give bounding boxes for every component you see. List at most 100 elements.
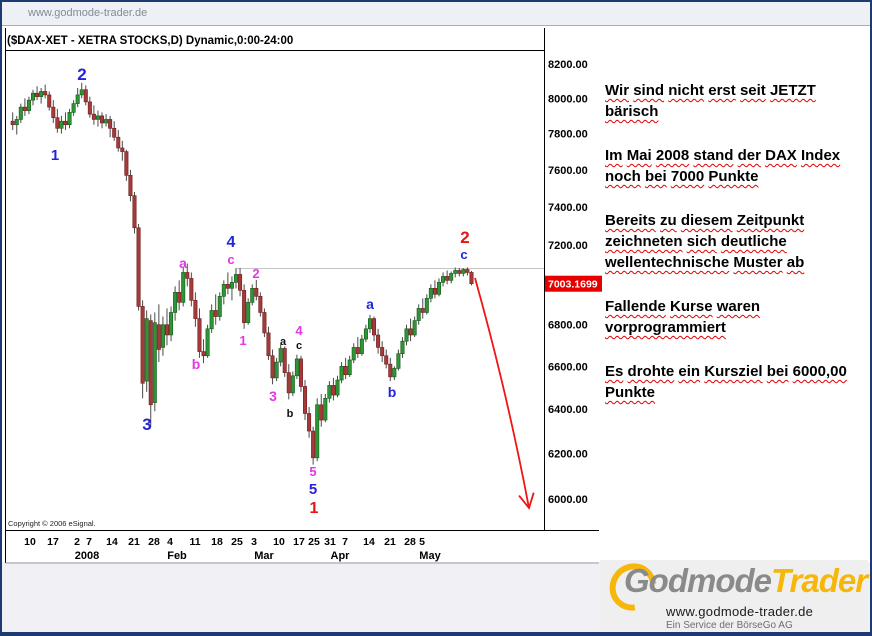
candlestick	[79, 89, 84, 96]
wave-label: 3	[269, 388, 277, 404]
wave-label: 4	[295, 323, 303, 338]
candlestick	[221, 284, 226, 297]
last-price-value: 7003.1699	[548, 279, 598, 291]
candlestick	[250, 288, 255, 303]
x-axis-day-label: 28	[404, 536, 416, 548]
x-axis-month-label: Feb	[167, 550, 187, 562]
commentary-word: DAX	[765, 147, 797, 164]
candlestick	[51, 106, 56, 118]
x-axis-day-label: 18	[211, 536, 223, 548]
wave-label: 5	[309, 481, 317, 498]
commentary-word: deutliche	[720, 233, 787, 250]
candlestick	[363, 328, 368, 340]
commentary-word: Punkte	[708, 168, 759, 185]
candlestick	[112, 127, 117, 138]
candlestick	[22, 106, 27, 111]
candlestick	[331, 385, 336, 396]
candlestick	[140, 306, 145, 384]
candlestick	[30, 92, 35, 101]
x-axis-day-label: 25	[231, 536, 243, 548]
candlestick	[298, 358, 303, 387]
x-axis-day-label: 2	[74, 536, 80, 548]
candlestick	[63, 120, 68, 126]
candlestick	[307, 413, 312, 432]
candlestick	[420, 308, 425, 313]
commentary-column: Wir sind nicht erst seit JETZT bärisch Im…	[605, 80, 869, 426]
y-axis-label: 6200.00	[548, 448, 588, 460]
y-axis-label: 8000.00	[548, 93, 588, 105]
chart-copyright: Copyright © 2006 eSignal.	[8, 519, 96, 528]
y-axis-label: 8200.00	[548, 59, 588, 71]
candlestick	[10, 120, 15, 126]
candlestick	[424, 298, 429, 313]
x-axis-day-label: 21	[384, 536, 396, 548]
candlestick	[83, 89, 88, 103]
candlestick	[152, 322, 157, 403]
wave-label: 5	[309, 464, 316, 479]
commentary-word: diesem	[680, 212, 733, 229]
wave-label: 1	[310, 500, 319, 517]
commentary-paragraph: Fallende Kurse waren vorprogrammiert	[605, 296, 869, 338]
x-axis-day-label: 5	[419, 536, 425, 548]
commentary-word: Wir	[605, 82, 630, 99]
wave-label: a	[366, 296, 374, 312]
candlestick	[14, 119, 19, 126]
x-axis-day-label: 3	[251, 536, 257, 548]
candlestick	[26, 99, 31, 111]
x-axis-day-label: 7	[342, 536, 348, 548]
x-axis-day-label: 7	[86, 536, 92, 548]
commentary-word: stand	[693, 147, 734, 164]
candlestick	[392, 368, 397, 378]
candlestick	[169, 312, 174, 336]
commentary-word: zu	[660, 212, 677, 229]
wave-label: 4	[227, 234, 236, 251]
commentary-word: vorprogrammiert	[605, 319, 726, 336]
candlestick	[197, 318, 202, 352]
candlestick	[242, 290, 247, 323]
godmodetrader-logo: GodmodeTrader www.godmode-trader.de Ein …	[600, 553, 868, 631]
candlestick	[181, 272, 186, 303]
candlestick	[160, 324, 165, 348]
candlestick	[367, 318, 372, 330]
candlestick	[262, 312, 267, 334]
candlestick	[408, 328, 413, 336]
candlestick	[229, 282, 234, 289]
candlestick	[465, 269, 470, 273]
candlestick	[469, 272, 474, 285]
candlestick	[75, 94, 80, 104]
candlestick	[164, 324, 169, 336]
candlestick	[278, 348, 283, 363]
candlestick	[128, 175, 133, 197]
commentary-word: Index	[800, 147, 841, 164]
wave-label: c	[296, 340, 302, 352]
candlestick	[120, 147, 125, 152]
commentary-word: Fallende	[605, 298, 666, 315]
commentary-word: der	[737, 147, 761, 164]
candlestick	[258, 296, 263, 313]
logo-tagline: Ein Service der BörseGo AG	[666, 620, 793, 631]
candlestick	[234, 274, 239, 283]
last-price-badge	[545, 275, 602, 292]
candlestick	[436, 282, 441, 295]
commentary-word: 2008	[655, 147, 690, 164]
chart-title: ($DAX-XET - XETRA STOCKS,D) Dynamic,0:00…	[7, 35, 293, 47]
candlestick	[144, 318, 149, 382]
y-axis-label: 6600.00	[548, 361, 588, 373]
logo-wordmark: GodmodeTrader	[624, 562, 868, 600]
candlestick	[445, 276, 450, 281]
commentary-word: JETZT	[769, 82, 816, 99]
candlestick	[311, 430, 316, 459]
candlestick	[449, 273, 454, 281]
commentary-word: Mai	[626, 147, 652, 164]
commentary-paragraph: Bereits zu diesem Zeitpunkt zeichneten s…	[605, 210, 869, 273]
y-axis-label: 6800.00	[548, 320, 588, 332]
candlestick	[372, 318, 377, 336]
candlestick	[238, 274, 243, 291]
candlestick	[315, 404, 320, 459]
candlestick	[428, 288, 433, 299]
commentary-word: wellentechnische	[605, 254, 730, 271]
commentary-word: 7000	[670, 168, 705, 185]
wave-label: a	[280, 336, 287, 348]
candlestick	[266, 332, 271, 357]
